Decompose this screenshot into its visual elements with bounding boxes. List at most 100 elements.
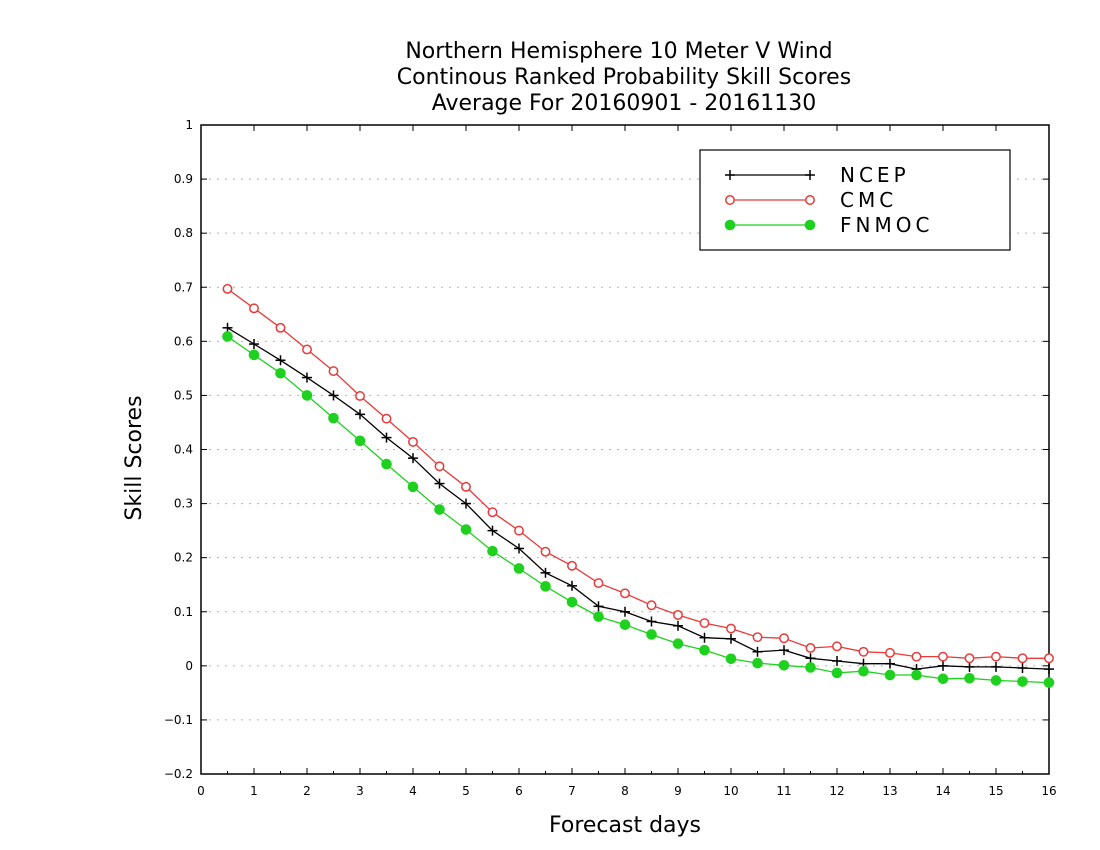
fnmoc-point: [1017, 676, 1028, 687]
x-tick-label: 13: [882, 784, 897, 798]
y-tick-label: 0.1: [174, 605, 193, 619]
x-tick-label: 4: [409, 784, 417, 798]
fnmoc-point: [752, 657, 763, 669]
ncep-point: [1044, 664, 1054, 675]
cmc-point: [514, 525, 524, 536]
fnmoc-point: [672, 638, 684, 649]
y-tick-label: 0.7: [174, 280, 193, 294]
legend-marker-start-ncep: [725, 170, 735, 180]
cmc-point: [381, 413, 392, 424]
data-series: [222, 283, 1055, 688]
cmc-point: [593, 578, 604, 589]
y-axis-label: Skill Scores: [122, 395, 147, 520]
x-tick-label: 16: [1041, 784, 1056, 798]
fnmoc-point: [805, 662, 816, 673]
ncep-point: [408, 453, 418, 464]
cmc-point: [1017, 653, 1028, 664]
x-axis-label: Forecast days: [549, 813, 701, 838]
ncep-point: [302, 372, 312, 383]
y-tick-label: 0.2: [174, 551, 193, 565]
y-tick-label: 0.8: [174, 226, 193, 240]
ncep-point: [487, 525, 498, 536]
fnmoc-point: [831, 667, 843, 679]
cmc-point: [699, 618, 710, 629]
cmc-point: [858, 646, 869, 657]
fnmoc-point: [222, 331, 233, 342]
y-tick-label: −0.2: [164, 767, 193, 781]
cmc-point: [779, 633, 789, 644]
ncep-point: [461, 498, 471, 509]
cmc-point: [461, 481, 471, 492]
ncep-line: [227, 327, 1050, 670]
cmc-point: [275, 322, 286, 333]
y-tick-label: 0: [185, 659, 193, 673]
x-tick-label: 3: [356, 784, 364, 798]
fnmoc-point: [725, 653, 737, 665]
cmc-point: [805, 643, 816, 653]
ncep-point: [620, 606, 630, 617]
fnmoc-point: [964, 672, 975, 684]
legend-marker-end-ncep: [805, 170, 815, 180]
ncep-point: [249, 339, 259, 350]
legend-marker-end-cmc: [805, 195, 815, 205]
legend-label-ncep: NCEP: [840, 163, 910, 187]
cmc-point: [646, 600, 657, 611]
cmc-point: [991, 651, 1001, 662]
ncep-point: [646, 616, 657, 627]
y-tick-label: −0.1: [164, 713, 193, 727]
fnmoc-point: [593, 611, 604, 622]
legend-label-cmc: CMC: [840, 188, 897, 212]
cmc-point: [885, 647, 895, 658]
y-tick-label: 0.5: [174, 388, 193, 402]
ncep-point: [275, 355, 286, 366]
ncep-point: [964, 661, 975, 672]
cmc-point: [249, 303, 259, 314]
x-tick-label: 0: [197, 784, 205, 798]
title-line-2: Continous Ranked Probability Skill Score…: [397, 65, 851, 90]
fnmoc-point: [354, 435, 366, 447]
ncep-point: [885, 658, 895, 669]
fnmoc-point: [699, 644, 710, 656]
chart-title: Northern Hemisphere 10 Meter V Wind Cont…: [397, 39, 851, 116]
series-cmc: [222, 283, 1054, 664]
fnmoc-point: [248, 349, 260, 361]
x-tick-label: 6: [515, 784, 523, 798]
fnmoc-point: [301, 390, 313, 401]
x-tick-label: 10: [723, 784, 738, 798]
cmc-point: [328, 366, 339, 377]
ncep-point: [540, 567, 551, 578]
cmc-point: [355, 391, 365, 401]
fnmoc-point: [911, 669, 922, 681]
cmc-point: [567, 560, 577, 571]
legend-label-fnmoc: FNMOC: [840, 213, 933, 237]
cmc-point: [726, 623, 736, 634]
cmc-point: [540, 546, 551, 557]
cmc-point: [434, 461, 445, 472]
y-tick-label: 0.6: [174, 334, 193, 348]
ncep-point: [752, 646, 763, 657]
cmc-point: [620, 588, 630, 599]
legend-marker-start-cmc: [725, 195, 735, 205]
x-tick-label: 9: [674, 784, 682, 798]
fnmoc-point: [619, 619, 631, 631]
cmc-point: [673, 610, 683, 620]
fnmoc-point: [646, 629, 657, 640]
cmc-point: [222, 283, 233, 294]
ncep-point: [355, 409, 365, 420]
x-tick-label: 7: [568, 784, 576, 798]
cmc-line: [227, 288, 1049, 659]
x-tick-label: 15: [988, 784, 1003, 798]
fnmoc-line: [227, 335, 1050, 684]
cmc-point: [911, 651, 922, 662]
fnmoc-point: [407, 481, 419, 493]
ncep-point: [567, 580, 577, 591]
fnmoc-point: [778, 659, 790, 671]
series-ncep: [222, 322, 1054, 675]
x-tick-label: 11: [776, 784, 791, 798]
legend-marker-end-fnmoc: [804, 219, 816, 231]
y-tick-label: 0.3: [174, 497, 193, 511]
cmc-point: [964, 653, 975, 664]
cmc-point: [832, 641, 842, 652]
axes: −0.2−0.100.10.20.30.40.50.60.70.80.910 1 2…: [164, 118, 1057, 798]
